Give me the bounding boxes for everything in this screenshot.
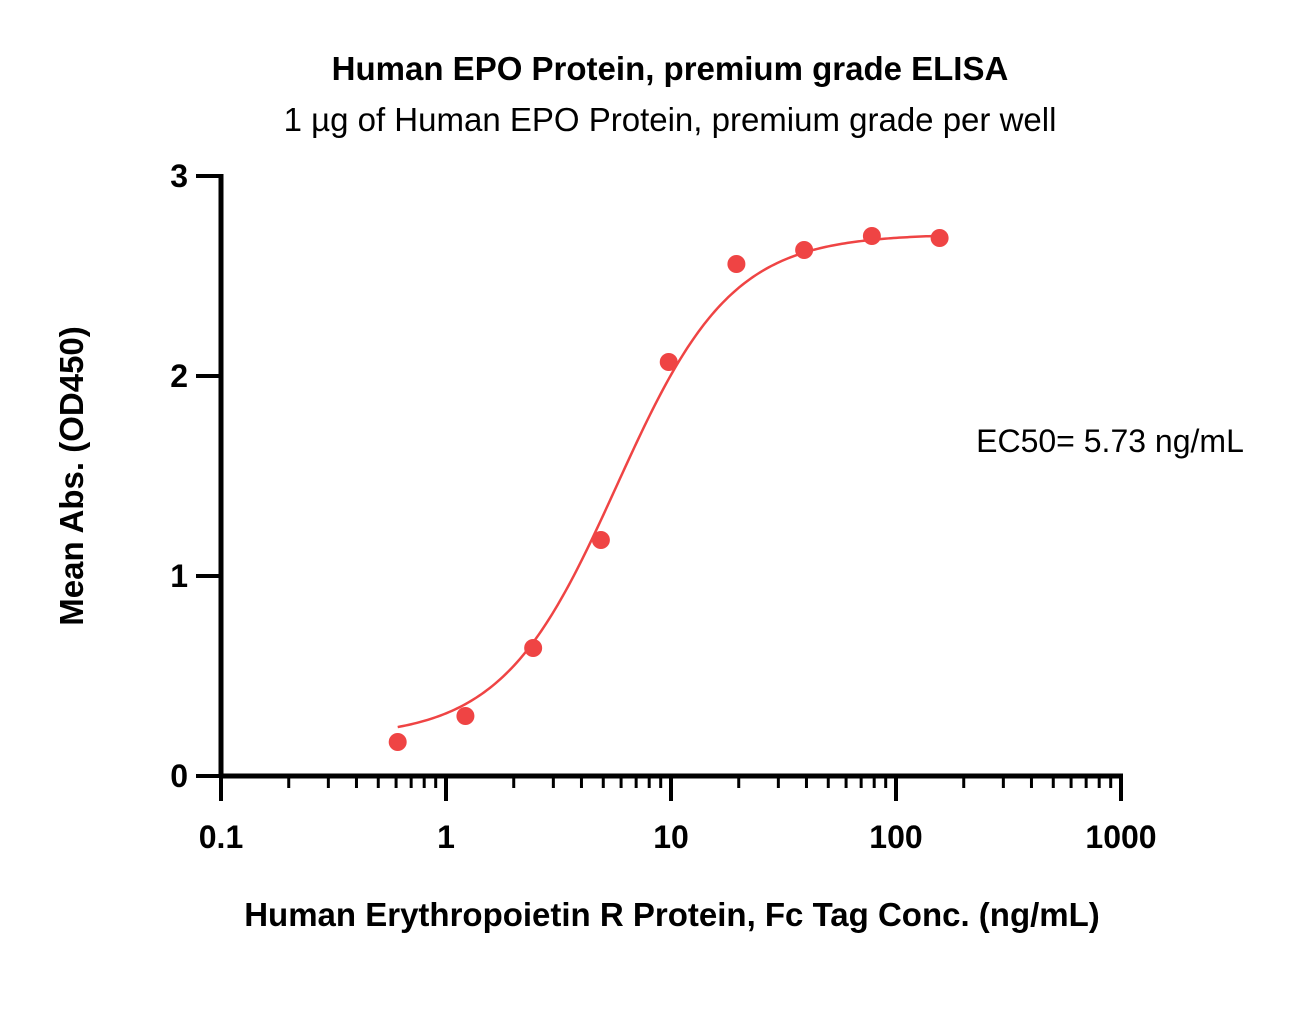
- data-point: [930, 229, 949, 247]
- x-tick-label: 1000: [1085, 819, 1156, 855]
- chart-subtitle: 1 µg of Human EPO Protein, premium grade…: [284, 101, 1057, 138]
- y-axis-ticks: 0 1 2 3: [170, 158, 221, 794]
- x-tick-label: 10: [653, 819, 689, 855]
- x-tick-label: 100: [869, 819, 922, 855]
- data-point: [524, 639, 543, 657]
- data-points: [388, 227, 949, 751]
- x-tick-label: 0.1: [199, 819, 243, 855]
- data-point: [727, 255, 746, 273]
- y-tick-label: 1: [170, 558, 188, 594]
- x-axis-ticks: 0.1 1 10 100 1000: [199, 776, 1157, 855]
- ec50-annotation: EC50= 5.73 ng/mL: [976, 423, 1244, 459]
- y-tick-label: 2: [170, 358, 188, 394]
- fit-curve: [397, 234, 940, 729]
- data-point: [795, 241, 814, 259]
- data-point: [862, 227, 881, 245]
- axes: [218, 174, 1123, 779]
- data-point: [456, 707, 475, 725]
- y-axis-label: Mean Abs. (OD450): [53, 326, 90, 626]
- data-point: [659, 353, 678, 371]
- data-point: [388, 733, 407, 751]
- chart-title: Human EPO Protein, premium grade ELISA: [332, 50, 1009, 87]
- data-point: [591, 531, 610, 549]
- x-tick-label: 1: [437, 819, 455, 855]
- x-axis-label: Human Erythropoietin R Protein, Fc Tag C…: [244, 896, 1100, 933]
- y-tick-label: 3: [170, 158, 188, 194]
- y-tick-label: 0: [170, 758, 188, 794]
